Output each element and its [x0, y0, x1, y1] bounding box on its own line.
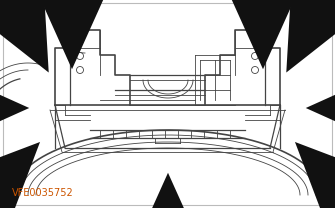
Text: VFE0035752: VFE0035752: [12, 188, 74, 198]
